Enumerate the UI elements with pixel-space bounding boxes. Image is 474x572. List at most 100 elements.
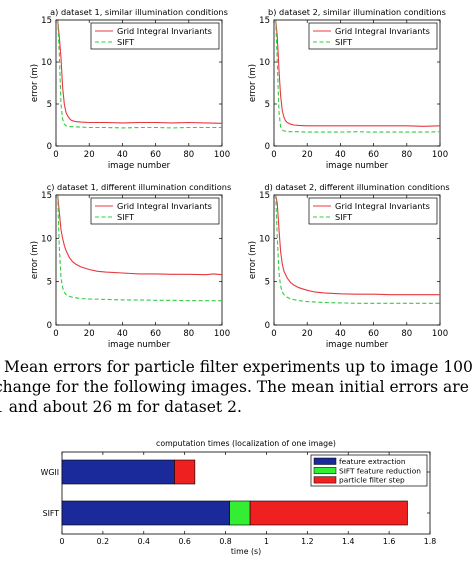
caption-line-3: 1 and about 26 m for dataset 2. <box>0 398 242 416</box>
y-tick-label: 5 <box>265 278 270 288</box>
series-line-sift <box>275 19 441 133</box>
legend-label: SIFT <box>335 37 353 47</box>
y-tick-label: 10 <box>259 234 270 244</box>
y-tick-label: 0 <box>265 142 270 152</box>
x-axis-label: time (s) <box>231 547 261 556</box>
x-tick-label: 1.2 <box>301 537 313 546</box>
series-line-grid-integral-invariants <box>57 194 223 276</box>
x-axis-label: image number <box>108 340 171 350</box>
chart-title: computation times (localization of one i… <box>156 439 336 448</box>
legend-label: feature extraction <box>339 457 406 466</box>
line-chart-panel-4: d) dataset 2, different illumination con… <box>248 182 450 350</box>
y-tick-label: 15 <box>41 191 52 201</box>
legend-label: Grid Integral Invariants <box>335 201 430 211</box>
legend-box <box>308 22 438 50</box>
chart-title: a) dataset 1, similar illumination condi… <box>50 7 228 17</box>
bar-segment-particle-filter-step <box>174 459 196 485</box>
x-tick-label: 20 <box>84 150 95 160</box>
legend-swatch <box>313 457 337 465</box>
x-tick-label: 0.8 <box>219 537 231 546</box>
legend-label: SIFT <box>117 37 135 47</box>
x-tick-label: 1 <box>264 537 269 546</box>
x-tick-label: 0.6 <box>178 537 190 546</box>
x-tick-label: 100 <box>432 150 448 160</box>
series-line-grid-integral-invariants <box>275 19 441 127</box>
plot-frame <box>273 194 441 326</box>
caption-line-2: change for the following images. The mea… <box>0 378 474 396</box>
x-tick-label: 0 <box>53 150 58 160</box>
x-tick-label: 60 <box>368 150 379 160</box>
x-tick-label: 1.8 <box>424 537 436 546</box>
x-tick-label: 40 <box>335 329 346 339</box>
x-tick-label: 100 <box>214 329 230 339</box>
y-tick-label: 10 <box>41 234 52 244</box>
line-chart-panel-2: b) dataset 2, similar illumination condi… <box>248 7 448 171</box>
legend-box <box>90 197 220 225</box>
x-tick-label: 80 <box>183 150 194 160</box>
plot-frame <box>55 194 223 326</box>
bar-segment-feature-extraction <box>61 459 175 485</box>
y-tick-label: 10 <box>41 58 52 68</box>
x-tick-label: 60 <box>150 150 161 160</box>
x-axis-label: image number <box>326 161 389 171</box>
y-tick-label: 0 <box>47 321 52 331</box>
x-tick-label: 100 <box>432 329 448 339</box>
x-tick-label: 0 <box>60 537 65 546</box>
x-tick-label: 80 <box>183 329 194 339</box>
series-line-grid-integral-invariants <box>275 194 440 296</box>
x-tick-label: 0 <box>271 329 276 339</box>
y-axis-label: error (m) <box>30 64 40 102</box>
legend-label: Grid Integral Invariants <box>117 26 212 36</box>
y-tick-label: 15 <box>259 191 270 201</box>
category-label: SIFT <box>43 509 60 518</box>
y-tick-label: 5 <box>47 100 52 110</box>
x-tick-label: 20 <box>302 150 313 160</box>
x-tick-label: 1.4 <box>342 537 354 546</box>
y-axis-label: error (m) <box>248 64 258 102</box>
bar-segment-feature-extraction <box>61 500 230 526</box>
legend-box <box>90 22 220 50</box>
y-tick-label: 10 <box>259 58 270 68</box>
y-tick-label: 15 <box>41 16 52 26</box>
x-tick-label: 100 <box>214 150 230 160</box>
x-tick-label: 80 <box>401 329 412 339</box>
x-tick-label: 0.2 <box>97 537 109 546</box>
x-tick-label: 0 <box>271 150 276 160</box>
legend-label: SIFT <box>117 212 135 222</box>
line-chart-panel-3: c) dataset 1, different illumination con… <box>30 182 231 350</box>
figure-caption: Mean errors for particle filter experime… <box>0 357 474 417</box>
bar-segment-sift-feature-reduction <box>229 500 251 526</box>
bar-segment-particle-filter-step <box>249 500 408 526</box>
legend-label: Grid Integral Invariants <box>117 201 212 211</box>
x-tick-label: 20 <box>84 329 95 339</box>
legend-box <box>308 197 438 225</box>
x-tick-label: 60 <box>368 329 379 339</box>
y-tick-label: 5 <box>265 100 270 110</box>
legend-label: SIFT <box>335 212 353 222</box>
legend-label: particle filter step <box>339 476 405 485</box>
x-tick-label: 80 <box>401 150 412 160</box>
y-tick-label: 15 <box>259 16 270 26</box>
legend-label: SIFT feature reduction <box>339 466 421 475</box>
series-line-sift <box>57 194 222 302</box>
x-tick-label: 1.6 <box>383 537 395 546</box>
x-tick-label: 20 <box>302 329 313 339</box>
x-tick-label: 40 <box>117 329 128 339</box>
series-line-sift <box>275 194 440 304</box>
x-tick-label: 40 <box>117 150 128 160</box>
x-tick-label: 60 <box>150 329 161 339</box>
y-tick-label: 0 <box>47 142 52 152</box>
y-axis-label: error (m) <box>30 241 40 279</box>
legend-swatch <box>313 476 337 484</box>
x-tick-label: 0.4 <box>138 537 150 546</box>
chart-title: d) dataset 2, different illumination con… <box>264 182 449 192</box>
plot-frame <box>55 19 223 147</box>
x-axis-label: image number <box>108 161 171 171</box>
legend-swatch <box>313 467 337 475</box>
legend-label: Grid Integral Invariants <box>335 26 430 36</box>
computation-times-chart: computation times (localization of one i… <box>41 439 437 556</box>
chart-title: b) dataset 2, similar illumination condi… <box>268 7 446 17</box>
y-axis-label: error (m) <box>248 241 258 279</box>
series-line-grid-integral-invariants <box>57 19 223 124</box>
